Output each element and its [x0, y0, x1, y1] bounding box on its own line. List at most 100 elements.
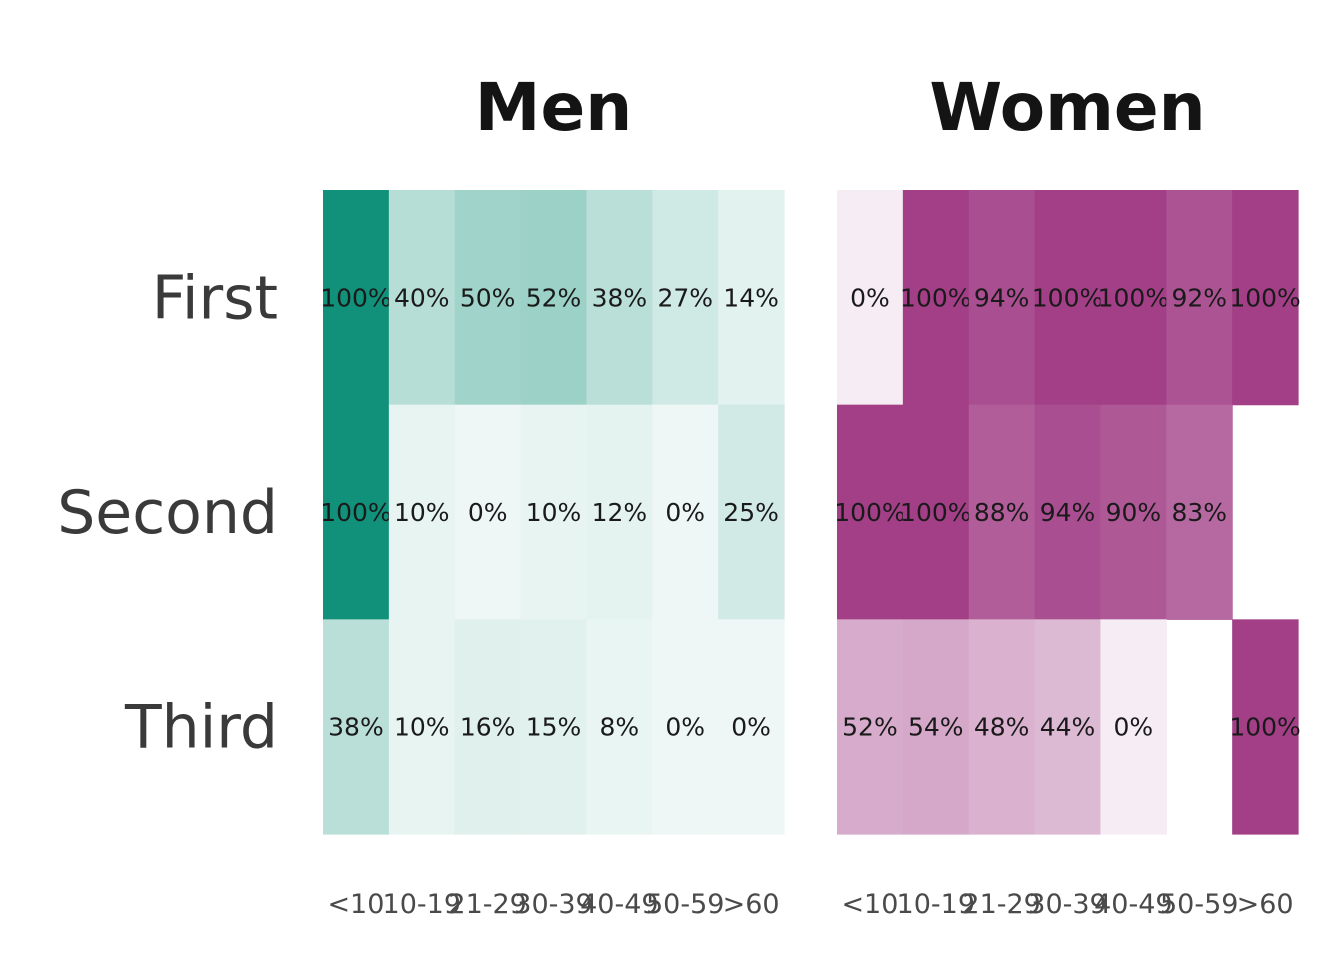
heatmap-cell	[902, 619, 970, 835]
row-labels: First Second Third	[57, 263, 278, 762]
cell-value-label: 14%	[723, 283, 779, 312]
heatmap-cell	[902, 190, 970, 406]
heatmap-cell	[718, 619, 785, 835]
cell-value-label: 27%	[657, 283, 713, 312]
heatmap-cell	[837, 190, 904, 406]
cell-value-label: 94%	[1040, 498, 1096, 527]
heatmap-cell	[652, 619, 719, 835]
heatmap-cell	[837, 619, 904, 835]
cell-value-label: 100%	[1032, 283, 1103, 312]
heatmap-cell	[323, 619, 390, 835]
heatmap-cell	[1100, 619, 1167, 835]
heatmap-cell	[454, 190, 522, 406]
cell-value-label: 38%	[328, 713, 384, 742]
cell-value-label: 25%	[723, 498, 779, 527]
cell-value-label: 90%	[1106, 498, 1162, 527]
heatmap-cell	[1034, 190, 1102, 406]
cell-value-label: 10%	[526, 498, 582, 527]
heatmap-cell	[323, 190, 390, 406]
heatmap-cell	[388, 404, 456, 620]
cell-value-label: 44%	[1040, 713, 1096, 742]
row-label-first: First	[152, 263, 278, 333]
cell-value-label: 94%	[974, 283, 1030, 312]
x-tick-label: 40-49	[580, 889, 658, 920]
cell-value-label: 38%	[592, 283, 648, 312]
cell-value-label: 52%	[526, 283, 582, 312]
heatmap-cell	[718, 404, 785, 620]
cell-value-label: 50%	[460, 283, 516, 312]
cell-value-label: 100%	[900, 498, 971, 527]
heatmap-cell	[1034, 404, 1102, 620]
x-tick-label: <10	[841, 889, 898, 920]
heatmap-cell	[323, 404, 390, 620]
heatmap-cell	[454, 619, 522, 835]
heatmap-cell	[652, 404, 719, 620]
cell-value-label: 0%	[665, 498, 705, 527]
heatmap-cell	[968, 190, 1036, 406]
cell-value-label: 52%	[842, 713, 898, 742]
cell-value-label: 100%	[834, 498, 905, 527]
heatmap-cell	[1034, 619, 1102, 835]
panel-title-men: Men	[475, 69, 632, 146]
cell-value-label: 8%	[600, 713, 640, 742]
cell-value-label: 100%	[1229, 283, 1300, 312]
row-label-second: Second	[57, 478, 278, 548]
cell-value-label: 10%	[394, 713, 450, 742]
cell-value-label: 10%	[394, 498, 450, 527]
cell-value-label: 92%	[1171, 283, 1227, 312]
heatmap-cell	[388, 190, 456, 406]
heatmap-cell	[902, 404, 970, 620]
cell-value-label: 0%	[468, 498, 508, 527]
heatmap-cell	[968, 619, 1036, 835]
heatmap-cell	[1166, 404, 1233, 620]
heatmap-cell	[520, 190, 588, 406]
x-tick-label: 10-19	[383, 889, 461, 920]
cell-value-label: 100%	[320, 498, 391, 527]
row-label-third: Third	[124, 693, 278, 763]
heatmap-cell	[520, 619, 588, 835]
cell-value-label: 15%	[526, 713, 582, 742]
x-tick-label: >60	[723, 889, 780, 920]
x-tick-label: 50-59	[646, 889, 724, 920]
x-tick-label: 10-19	[897, 889, 975, 920]
heatmap-cell	[586, 404, 653, 620]
heatmap-cell	[1100, 404, 1167, 620]
x-tick-label: 21-29	[962, 889, 1040, 920]
x-tick-label: 30-39	[1028, 889, 1106, 920]
heatmap-cell	[586, 190, 653, 406]
cell-value-label: 54%	[908, 713, 964, 742]
cell-value-label: 0%	[1114, 713, 1154, 742]
cell-value-label: 0%	[665, 713, 705, 742]
heatmap-cell	[718, 190, 785, 406]
cell-value-label: 100%	[1098, 283, 1169, 312]
cell-value-label: 0%	[731, 713, 771, 742]
cell-value-label: 83%	[1171, 498, 1227, 527]
x-tick-label: 30-39	[514, 889, 592, 920]
heatmap-cell	[520, 404, 588, 620]
x-tick-label: 40-49	[1094, 889, 1172, 920]
cell-value-label: 0%	[850, 283, 890, 312]
panel-title-women: Women	[929, 69, 1205, 146]
heatmap-cell	[1100, 190, 1167, 406]
heatmap-cell	[837, 404, 904, 620]
cell-value-label: 100%	[1229, 713, 1300, 742]
heatmap-cell	[968, 404, 1036, 620]
heatmap-cell	[388, 619, 456, 835]
cell-value-label: 100%	[900, 283, 971, 312]
heatmap-cell	[586, 619, 653, 835]
x-tick-label: 50-59	[1160, 889, 1238, 920]
heatmap-cell	[1166, 190, 1233, 406]
cell-value-label: 40%	[394, 283, 450, 312]
x-tick-label: 21-29	[448, 889, 526, 920]
cell-value-label: 100%	[320, 283, 391, 312]
cell-value-label: 12%	[592, 498, 648, 527]
heatmap-cell	[652, 190, 719, 406]
cell-value-label: 16%	[460, 713, 516, 742]
cell-value-label: 88%	[974, 498, 1030, 527]
cell-value-label: 48%	[974, 713, 1030, 742]
heatmap-cell	[1232, 190, 1299, 406]
